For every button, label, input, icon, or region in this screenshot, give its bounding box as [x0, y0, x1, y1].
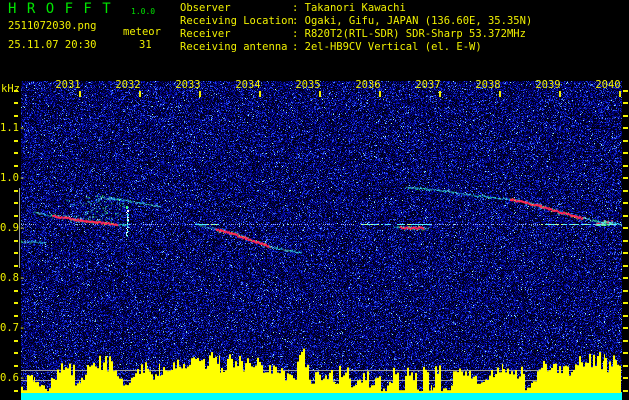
- yaxis-label: 0.8-: [0, 272, 26, 284]
- yaxis-minor-tick-left: [14, 264, 18, 267]
- xaxis-tick: [439, 91, 441, 97]
- yaxis-tick-right: [623, 364, 628, 367]
- yaxis-minor-tick-left: [14, 239, 18, 242]
- yaxis-tick-right: [623, 139, 628, 142]
- yaxis-minor-tick-left: [14, 89, 18, 92]
- xaxis-label: 2035: [295, 79, 321, 91]
- xaxis-tick: [259, 91, 261, 97]
- yaxis-tick-right: [623, 314, 628, 317]
- xaxis-tick: [619, 91, 621, 97]
- xaxis-label: 2037: [415, 79, 441, 91]
- xaxis-label: 2039: [535, 79, 561, 91]
- datetime-label: 25.11.07 20:30: [8, 39, 97, 51]
- yaxis-minor-tick-left: [14, 202, 18, 204]
- yaxis-tick-right: [623, 264, 628, 267]
- yaxis-minor-tick-left: [14, 339, 18, 342]
- info-row: Receiving antenna: 2el-HB9CV Vertical (e…: [180, 41, 482, 53]
- yaxis-tick-right: [623, 389, 628, 392]
- yaxis-minor-tick-left: [14, 139, 18, 142]
- yaxis-tick-right: [623, 302, 628, 304]
- yaxis-tick-right: [623, 214, 628, 217]
- info-row: Receiver: R820T2(RTL-SDR) SDR-Sharp 53.3…: [180, 28, 526, 40]
- xaxis-label: 2032: [115, 79, 141, 91]
- yaxis-minor-tick-left: [14, 314, 18, 317]
- output-filename: 2511072030.png: [8, 20, 97, 32]
- yaxis-minor-tick-left: [14, 389, 18, 392]
- spectrogram-canvas: [21, 81, 622, 400]
- yaxis-label: 0.6-: [0, 372, 26, 384]
- info-row: Observer: Takanori Kawachi: [180, 2, 406, 14]
- yaxis-minor-tick-left: [14, 364, 18, 367]
- yaxis-label: 0.9-: [0, 222, 26, 234]
- xaxis-tick: [139, 91, 141, 97]
- yaxis-minor-tick-left: [14, 164, 18, 167]
- yaxis-label: 1.1-: [0, 122, 26, 134]
- mode-label: meteor: [123, 26, 161, 38]
- yaxis-minor-tick-left: [14, 189, 18, 192]
- yaxis-tick-right: [623, 164, 628, 167]
- yaxis-minor-tick-left: [14, 289, 18, 292]
- xaxis-label: 2034: [235, 79, 261, 91]
- info-row: Receiving Location: Ogaki, Gifu, JAPAN (…: [180, 15, 533, 27]
- yaxis-minor-tick-left: [14, 152, 18, 154]
- yaxis-tick-right: [623, 127, 628, 129]
- yaxis-minor-tick-left: [14, 352, 18, 354]
- yaxis-label: 0.7-: [0, 322, 26, 334]
- xaxis-label: 2036: [355, 79, 381, 91]
- yaxis-tick-right: [623, 189, 628, 192]
- yaxis-tick-right: [623, 339, 628, 342]
- frequency-range-marker: [19, 188, 20, 268]
- yaxis-tick-right: [623, 277, 628, 279]
- xaxis-label: 2038: [475, 79, 501, 91]
- app-title: H R O F F T: [8, 1, 112, 17]
- yaxis-tick-right: [623, 89, 628, 92]
- yaxis-minor-tick-left: [14, 102, 18, 104]
- yaxis-label: 1.0-: [0, 172, 26, 184]
- xaxis-label: 2031: [55, 79, 81, 91]
- yaxis-tick-right: [623, 327, 628, 329]
- yaxis-unit-label: kHz: [1, 83, 20, 95]
- xaxis-label: 2040: [595, 79, 621, 91]
- yaxis-tick-right: [623, 377, 628, 379]
- yaxis-minor-tick-left: [14, 114, 18, 117]
- yaxis-minor-tick-left: [14, 302, 18, 304]
- yaxis-minor-tick-left: [14, 214, 18, 217]
- echo-count: 31: [139, 39, 152, 51]
- xaxis-tick: [199, 91, 201, 97]
- xaxis-tick: [559, 91, 561, 97]
- yaxis-tick-right: [623, 202, 628, 204]
- yaxis-tick-right: [623, 227, 628, 229]
- yaxis-tick-right: [623, 177, 628, 179]
- yaxis-tick-right: [623, 114, 628, 117]
- yaxis-tick-right: [623, 239, 628, 242]
- xaxis-tick: [79, 91, 81, 97]
- app-version: 1.0.0: [131, 7, 156, 16]
- yaxis-tick-right: [623, 352, 628, 354]
- yaxis-tick-right: [623, 252, 628, 254]
- xaxis-tick: [319, 91, 321, 97]
- xaxis-label: 2033: [175, 79, 201, 91]
- xaxis-tick: [499, 91, 501, 97]
- yaxis-tick-right: [623, 102, 628, 104]
- yaxis-tick-right: [623, 289, 628, 292]
- yaxis-tick-right: [623, 152, 628, 154]
- yaxis-minor-tick-left: [14, 252, 18, 254]
- xaxis-tick: [379, 91, 381, 97]
